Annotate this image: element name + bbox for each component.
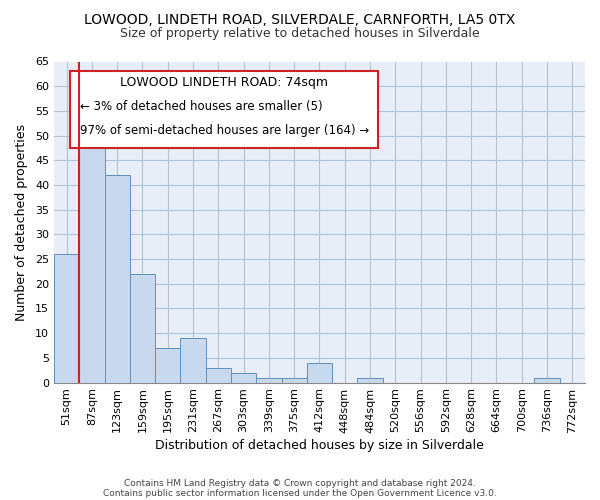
Bar [181,338,206,382]
Bar [206,368,231,382]
X-axis label: Distribution of detached houses by size in Silverdale: Distribution of detached houses by size … [155,440,484,452]
Bar [104,175,130,382]
Bar [130,274,155,382]
Y-axis label: Number of detached properties: Number of detached properties [15,124,28,320]
Text: Contains HM Land Registry data © Crown copyright and database right 2024.: Contains HM Land Registry data © Crown c… [124,478,476,488]
Text: LOWOOD, LINDETH ROAD, SILVERDALE, CARNFORTH, LA5 0TX: LOWOOD, LINDETH ROAD, SILVERDALE, CARNFO… [85,12,515,26]
FancyBboxPatch shape [70,71,378,148]
Bar [358,378,383,382]
Text: 97% of semi-detached houses are larger (164) →: 97% of semi-detached houses are larger (… [80,124,370,137]
Text: Contains public sector information licensed under the Open Government Licence v3: Contains public sector information licen… [103,488,497,498]
Text: Size of property relative to detached houses in Silverdale: Size of property relative to detached ho… [120,28,480,40]
Text: ← 3% of detached houses are smaller (5): ← 3% of detached houses are smaller (5) [80,100,323,113]
Bar [79,130,104,382]
Bar [256,378,281,382]
Bar [535,378,560,382]
Bar [307,363,332,382]
Text: LOWOOD LINDETH ROAD: 74sqm: LOWOOD LINDETH ROAD: 74sqm [120,76,328,89]
Bar [155,348,181,382]
Bar [54,254,79,382]
Bar [231,372,256,382]
Bar [281,378,307,382]
